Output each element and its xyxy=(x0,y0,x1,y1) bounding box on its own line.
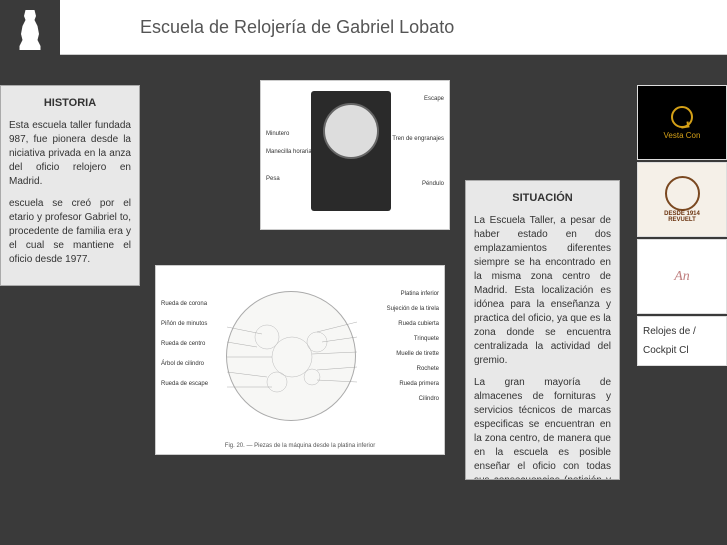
historia-panel: HISTORIA Esta escuela taller fundada 987… xyxy=(0,85,140,286)
diagram-label: Cilindro xyxy=(419,396,439,402)
page-title: Escuela de Relojería de Gabriel Lobato xyxy=(140,17,454,38)
vesta-logo-icon xyxy=(671,106,693,128)
movement-diagram: Rueda de corona Piñón de minutos Rueda d… xyxy=(155,265,445,455)
ad-text-link[interactable]: Relojes de / xyxy=(643,326,696,337)
clock-face-icon xyxy=(323,103,379,159)
diagram-label: Rueda de corona xyxy=(161,301,207,307)
movement-lines-icon xyxy=(227,292,357,422)
diagram-label: Péndulo xyxy=(422,181,444,187)
diagram-label: Rueda cubierta xyxy=(398,321,439,327)
diagram-label: Manecilla horaria xyxy=(266,149,312,155)
clock-box-icon xyxy=(311,91,391,211)
ad-ana[interactable]: An xyxy=(637,239,727,314)
page-header: Escuela de Relojería de Gabriel Lobato xyxy=(0,0,727,55)
diagram-label: Rueda de escape xyxy=(161,381,208,387)
diagram-label: Piñón de minutos xyxy=(161,321,207,327)
situacion-title: SITUACIÓN xyxy=(474,191,611,206)
situacion-paragraph: La Escuela Taller, a pesar de haber esta… xyxy=(474,214,611,368)
diagram-label: Pesa xyxy=(266,176,280,182)
ad-text-links: Relojes de / Cockpit Cl xyxy=(637,316,727,366)
diagram-caption: Fig. 20. — Piezas de la máquina desde la… xyxy=(156,443,444,449)
diagram-label: Platina inferior xyxy=(401,291,439,297)
diagram-label: Trinquete xyxy=(414,336,439,342)
situacion-panel: SITUACIÓN La Escuela Taller, a pesar de … xyxy=(465,180,620,480)
ad-vesta-text: Vesta Con xyxy=(664,131,701,140)
ad-revuelto-name: REVUELT xyxy=(668,217,696,223)
pocketwatch-icon xyxy=(665,176,700,211)
situacion-paragraph: La gran mayoría de almacenes de fornitur… xyxy=(474,376,611,480)
historia-paragraph: escuela se creó por el etario y profesor… xyxy=(9,197,131,267)
diagram-label: Sujeción de la tirela xyxy=(387,306,439,312)
main-content: HISTORIA Esta escuela taller fundada 987… xyxy=(0,55,727,545)
diagram-label: Rueda de centro xyxy=(161,341,205,347)
logo-area xyxy=(0,0,60,55)
diagram-label: Rueda primera xyxy=(399,381,439,387)
clock-diagram: Minutero Manecilla horaria Pesa Escape T… xyxy=(260,80,450,230)
ad-vesta[interactable]: Vesta Con xyxy=(637,85,727,160)
historia-title: HISTORIA xyxy=(9,96,131,111)
diagram-label: Árbol de cilindro xyxy=(161,361,204,367)
diagram-label: Minutero xyxy=(266,131,289,137)
diagram-label: Muelle de tirette xyxy=(396,351,439,357)
ad-revuelto[interactable]: DESDE 1914 REVUELT xyxy=(637,162,727,237)
ads-sidebar: Vesta Con DESDE 1914 REVUELT An Relojes … xyxy=(637,85,727,368)
ad-text-link[interactable]: Cockpit Cl xyxy=(643,345,689,356)
diagram-label: Rochete xyxy=(417,366,439,372)
diagram-label: Escape xyxy=(424,96,444,102)
ad-ana-text: An xyxy=(674,269,690,285)
historia-paragraph: Esta escuela taller fundada 987, fue pio… xyxy=(9,119,131,189)
logo-silhouette-icon xyxy=(15,10,45,50)
diagram-label: Tren de engranajes xyxy=(392,136,444,142)
movement-circle-icon xyxy=(226,291,356,421)
